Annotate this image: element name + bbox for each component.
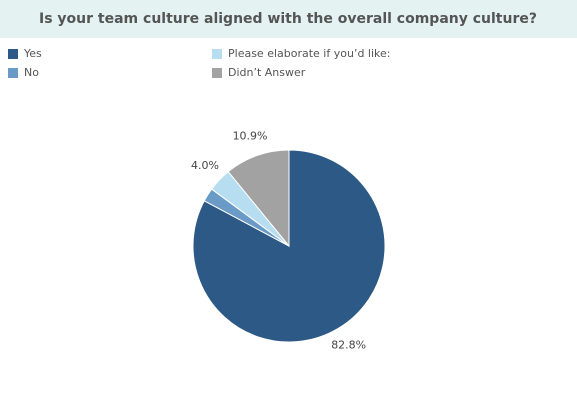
value-label: 4.0% — [191, 159, 219, 172]
legend-label: Please elaborate if you’d like: — [228, 47, 391, 60]
title-bar — [0, 0, 577, 38]
legend-label: No — [24, 66, 39, 79]
legend-swatch — [212, 68, 222, 78]
value-label: 10.9% — [233, 130, 268, 143]
value-label: 82.8% — [331, 338, 366, 351]
pie-slice — [192, 149, 386, 343]
pie-slice — [227, 149, 290, 248]
legend-swatch — [8, 68, 18, 78]
chart-title: Is your team culture aligned with the ov… — [39, 11, 537, 27]
legend-swatch — [8, 49, 18, 59]
legend-swatch — [212, 49, 222, 59]
legend-label: Yes — [23, 47, 42, 60]
legend-label: Didn’t Answer — [228, 66, 306, 79]
